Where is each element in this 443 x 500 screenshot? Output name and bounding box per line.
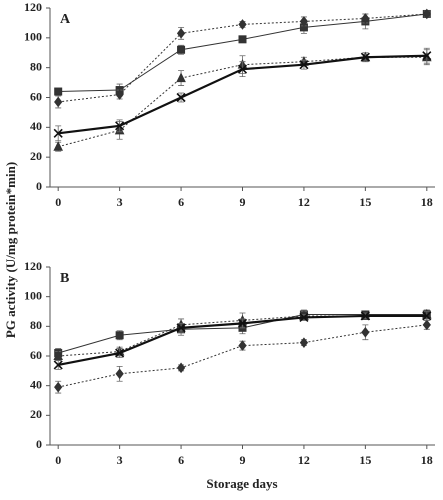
y-tick-label: 120: [24, 0, 42, 14]
x-tick-label: 18: [421, 453, 433, 467]
y-tick-label: 80: [30, 318, 42, 332]
y-tick-label: 100: [24, 288, 42, 302]
marker: [115, 89, 124, 100]
marker: [238, 19, 247, 30]
marker: [115, 331, 124, 340]
marker: [177, 45, 186, 54]
panel-label: B: [60, 271, 69, 286]
y-tick-label: 40: [30, 119, 42, 133]
x-axis-label: Storage days: [206, 476, 277, 491]
marker: [299, 16, 309, 27]
y-tick-label: 40: [30, 377, 42, 391]
marker: [176, 362, 186, 374]
series-line: [58, 324, 427, 388]
x-tick-label: 6: [178, 453, 184, 467]
marker: [53, 141, 64, 151]
marker: [238, 35, 247, 44]
marker: [54, 96, 63, 108]
y-tick-label: 20: [30, 149, 42, 163]
marker: [238, 340, 247, 351]
y-tick-label: 100: [24, 30, 42, 44]
marker: [237, 318, 248, 328]
marker: [360, 311, 370, 321]
series: [53, 311, 432, 370]
y-tick-label: 60: [30, 89, 42, 103]
series: [53, 47, 432, 142]
marker: [176, 28, 186, 39]
x-tick-label: 9: [240, 453, 246, 467]
y-axis-label: PG activity (U/mg protein*min): [3, 162, 18, 338]
x-tick-label: 3: [117, 195, 123, 209]
x-tick-label: 3: [117, 453, 123, 467]
x-tick-label: 12: [298, 453, 310, 467]
marker: [53, 350, 64, 360]
y-tick-label: 120: [24, 259, 42, 273]
series: [53, 308, 432, 361]
marker: [115, 121, 125, 131]
series: [54, 319, 431, 394]
series: [54, 8, 431, 109]
panel-label: A: [60, 12, 71, 27]
marker: [53, 128, 63, 138]
y-tick-label: 60: [30, 348, 42, 362]
marker: [299, 60, 309, 70]
marker: [422, 319, 431, 331]
marker: [422, 311, 432, 321]
x-tick-label: 15: [359, 195, 371, 209]
y-tick-label: 20: [30, 407, 42, 421]
y-tick-label: 0: [36, 179, 42, 193]
x-tick-label: 9: [240, 195, 246, 209]
marker: [361, 13, 370, 24]
marker: [53, 360, 63, 370]
marker: [115, 368, 124, 380]
marker: [422, 51, 432, 61]
marker: [299, 337, 309, 348]
x-tick-label: 0: [55, 453, 61, 467]
marker: [361, 326, 370, 338]
marker: [176, 72, 186, 83]
marker: [54, 381, 63, 393]
marker: [422, 8, 431, 20]
marker: [237, 64, 248, 74]
x-tick-label: 15: [359, 453, 371, 467]
x-tick-label: 18: [421, 195, 433, 209]
marker: [176, 323, 186, 333]
marker: [299, 312, 309, 322]
marker: [360, 52, 370, 62]
y-tick-label: 80: [30, 59, 42, 73]
marker: [176, 92, 186, 103]
x-tick-label: 12: [298, 195, 310, 209]
x-tick-label: 0: [55, 195, 61, 209]
x-tick-label: 6: [178, 195, 184, 209]
y-tick-label: 0: [36, 437, 42, 451]
marker: [54, 87, 63, 96]
marker: [115, 348, 125, 358]
